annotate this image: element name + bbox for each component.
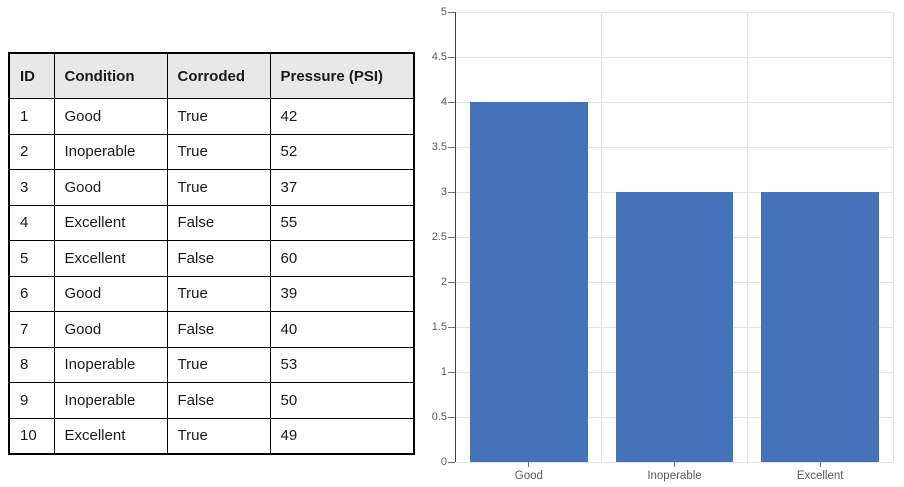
y-axis-tick [447,461,455,463]
table-cell: 52 [269,133,415,170]
table-cell: Excellent [53,417,168,455]
y-axis-tick [447,56,455,58]
table-cell: Good [53,98,168,135]
column-header-corroded: Corroded [166,52,271,99]
x-axis-tick [819,462,821,467]
table-row: 8 Inoperable True 53 [8,346,415,383]
y-axis-tick-label: 3 [440,186,447,198]
table-cell: Good [53,311,168,348]
y-axis-tick [447,326,455,328]
table-cell: True [166,98,271,135]
y-axis-tick [447,281,455,283]
table-row: 7 Good False 40 [8,311,415,348]
table-cell: 8 [8,346,55,383]
table-cell: 39 [269,275,415,312]
table-cell: True [166,169,271,206]
y-axis-tick-label: 0.5 [431,411,447,423]
table-cell: 10 [8,417,55,455]
table-cell: Excellent [53,240,168,277]
table-cell: False [166,382,271,419]
table-cell: 53 [269,346,415,383]
y-axis-tick [447,191,455,193]
column-header-pressure-psi: Pressure (PSI) [269,52,415,99]
table-row: 1 Good True 42 [8,98,415,135]
table-cell: 50 [269,382,415,419]
y-axis-tick-label: 1 [440,366,447,378]
column-header-id: ID [8,52,55,99]
table-cell: 49 [269,417,415,455]
horizontal-gridline [456,101,893,103]
table-row: 6 Good True 39 [8,275,415,312]
table-cell: 40 [269,311,415,348]
table-cell: Good [53,169,168,206]
x-axis-category-label: Inoperable [647,470,702,482]
y-axis-tick [447,11,455,13]
table-cell: 6 [8,275,55,312]
table-cell: 37 [269,169,415,206]
y-axis-tick [447,416,455,418]
table-cell: 42 [269,98,415,135]
table-cell: Inoperable [53,133,168,170]
table-cell: True [166,417,271,455]
table-row: 3 Good True 37 [8,169,415,206]
table-cell: 5 [8,240,55,277]
table-cell: 4 [8,204,55,241]
condition-bar-chart: 0 0.5 1 1.5 2 2.5 3 3.5 4 4.5 5 Good Inoperable Excel… [432,6,894,482]
table-cell: True [166,346,271,383]
table-cell: 7 [8,311,55,348]
y-axis-tick-label: 4.5 [431,51,447,63]
table-cell: 9 [8,382,55,419]
table-cell: False [166,240,271,277]
table-cell: Inoperable [53,346,168,383]
table-cell: 55 [269,204,415,241]
table-header-row: ID Condition Corroded Pressure (PSI) [8,52,415,99]
bar-inoperable [615,192,734,462]
table-cell: False [166,204,271,241]
y-axis-tick-label: 2.5 [431,231,447,243]
table-row: 5 Excellent False 60 [8,240,415,277]
y-axis-tick-label: 0 [440,456,447,468]
y-axis-tick [447,146,455,148]
y-axis-tick [447,101,455,103]
table-cell: True [166,133,271,170]
bar-excellent [761,192,880,462]
x-axis-category-label: Good [514,470,543,482]
horizontal-gridline [456,146,893,148]
table-cell: 1 [8,98,55,135]
table-row: 9 Inoperable False 50 [8,382,415,419]
column-header-condition: Condition [53,52,168,99]
table-cell: 3 [8,169,55,206]
x-axis-tick [674,462,675,467]
bar-good [469,102,588,462]
horizontal-gridline [456,56,893,58]
y-axis-line [454,12,456,462]
y-axis-tick [447,236,455,238]
y-axis-tick [447,371,455,373]
table-cell: Excellent [53,204,168,241]
table-row: 2 Inoperable True 52 [8,133,415,170]
table-cell: 60 [269,240,415,277]
table-cell: Good [53,275,168,312]
pipe-data-table: ID Condition Corroded Pressure (PSI) 1 Good T… [8,52,415,455]
x-axis-tick [528,462,530,467]
table-row: 4 Excellent False 55 [8,204,415,241]
table-row: 10 Excellent True 49 [8,417,415,455]
y-axis-tick-label: 3.5 [431,141,447,153]
y-axis-tick-label: 1.5 [431,321,447,333]
table-cell: Inoperable [53,382,168,419]
y-axis-tick-label: 4 [440,96,447,108]
table-cell: True [166,275,271,312]
horizontal-gridline [456,11,893,13]
y-axis-tick-label: 5 [440,6,447,18]
table-cell: False [166,311,271,348]
x-axis-category-label: Excellent [796,470,844,482]
y-axis-tick-label: 2 [440,276,447,288]
vertical-gridline [892,12,894,462]
table-cell: 2 [8,133,55,170]
